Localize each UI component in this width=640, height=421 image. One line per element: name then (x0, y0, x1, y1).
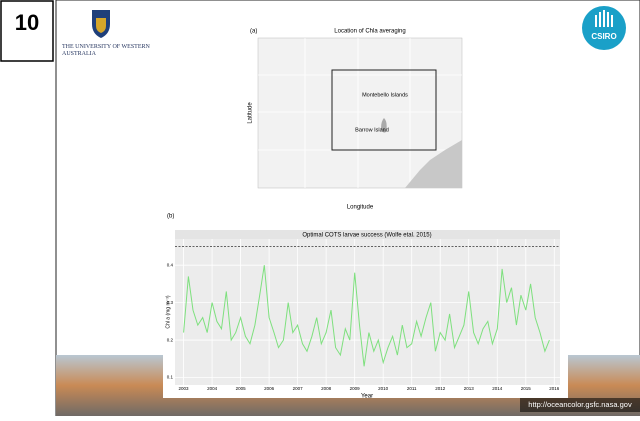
uwa-name: THE UNIVERSITY OF WESTERN AUSTRALIA (62, 44, 152, 58)
x-tick-label: 2012 (435, 386, 446, 391)
uwa-text-box: THE UNIVERSITY OF WESTERN AUSTRALIA (62, 44, 152, 68)
map-x-label: Longitude (347, 205, 374, 211)
x-tick-label: 2016 (549, 386, 560, 391)
chart-plot (175, 239, 560, 385)
x-tick-label: 2006 (264, 386, 275, 391)
x-tick-label: 2004 (207, 386, 218, 391)
x-tick-label: 2003 (179, 386, 190, 391)
chart-x-label: Year (361, 394, 373, 400)
map-y-label: Latitude (248, 102, 254, 124)
x-tick-label: 2008 (321, 386, 332, 391)
y-tick-label: 0.2 (167, 337, 174, 342)
x-tick-label: 2009 (350, 386, 361, 391)
y-tick-label: 0.4 (167, 262, 174, 267)
slide: 10 THE UNIVERSITY OF WESTERN AUSTRALIA C… (0, 0, 640, 416)
place-label: Montebello Islands (362, 92, 408, 98)
slide-number: 10 (15, 10, 39, 35)
x-tick-label: 2007 (293, 386, 304, 391)
y-tick-label: 0.3 (167, 300, 174, 305)
slide-canvas: 10 THE UNIVERSITY OF WESTERN AUSTRALIA C… (0, 0, 640, 416)
x-tick-label: 2011 (407, 386, 417, 391)
x-tick-label: 2014 (492, 386, 503, 391)
y-tick-label: 0.1 (167, 375, 174, 380)
x-tick-label: 2010 (378, 386, 389, 391)
source-url: http://oceancolor.gsfc.nasa.gov (528, 400, 632, 409)
x-tick-label: 2015 (521, 386, 532, 391)
place-label: Barrow Island (355, 127, 389, 133)
chart-title: Optimal COTS larvae success (Wolfe etal.… (302, 233, 431, 239)
chart-panel-label: (b) (167, 214, 174, 220)
x-tick-label: 2005 (236, 386, 247, 391)
map-title: Location of Chla averaging (334, 29, 405, 35)
csiro-text: CSIRO (591, 32, 616, 41)
x-tick-label: 2013 (464, 386, 475, 391)
map-panel-label: (a) (250, 29, 257, 35)
